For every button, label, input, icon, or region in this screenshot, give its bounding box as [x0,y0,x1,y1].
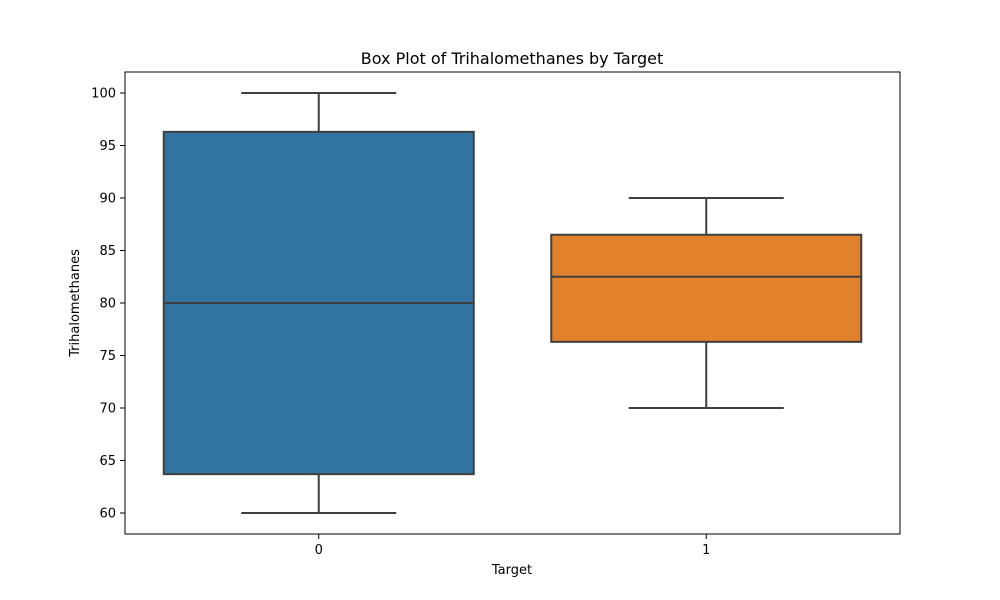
chart-title: Box Plot of Trihalomethanes by Target [361,49,663,68]
x-tick-label: 1 [702,543,710,558]
x-axis-title: Target [491,563,532,578]
y-axis: 60 65 70 75 80 85 90 95 100 [91,87,125,522]
y-tick-label: 90 [99,192,116,207]
box-body [550,233,863,343]
y-tick-label: 100 [91,87,116,102]
x-tick-label: 0 [315,543,323,558]
y-tick-label: 85 [99,244,116,259]
box-group-0 [162,92,475,514]
y-tick-label: 65 [99,454,116,469]
y-tick-label: 60 [99,507,116,522]
y-tick-label: 75 [99,349,116,364]
y-tick-label: 80 [99,297,116,312]
plot-area [162,92,863,514]
box-group-1 [550,197,863,409]
y-tick-label: 70 [99,402,116,417]
y-tick-label: 95 [99,139,116,154]
y-axis-title: Trihalomethanes [68,249,83,358]
